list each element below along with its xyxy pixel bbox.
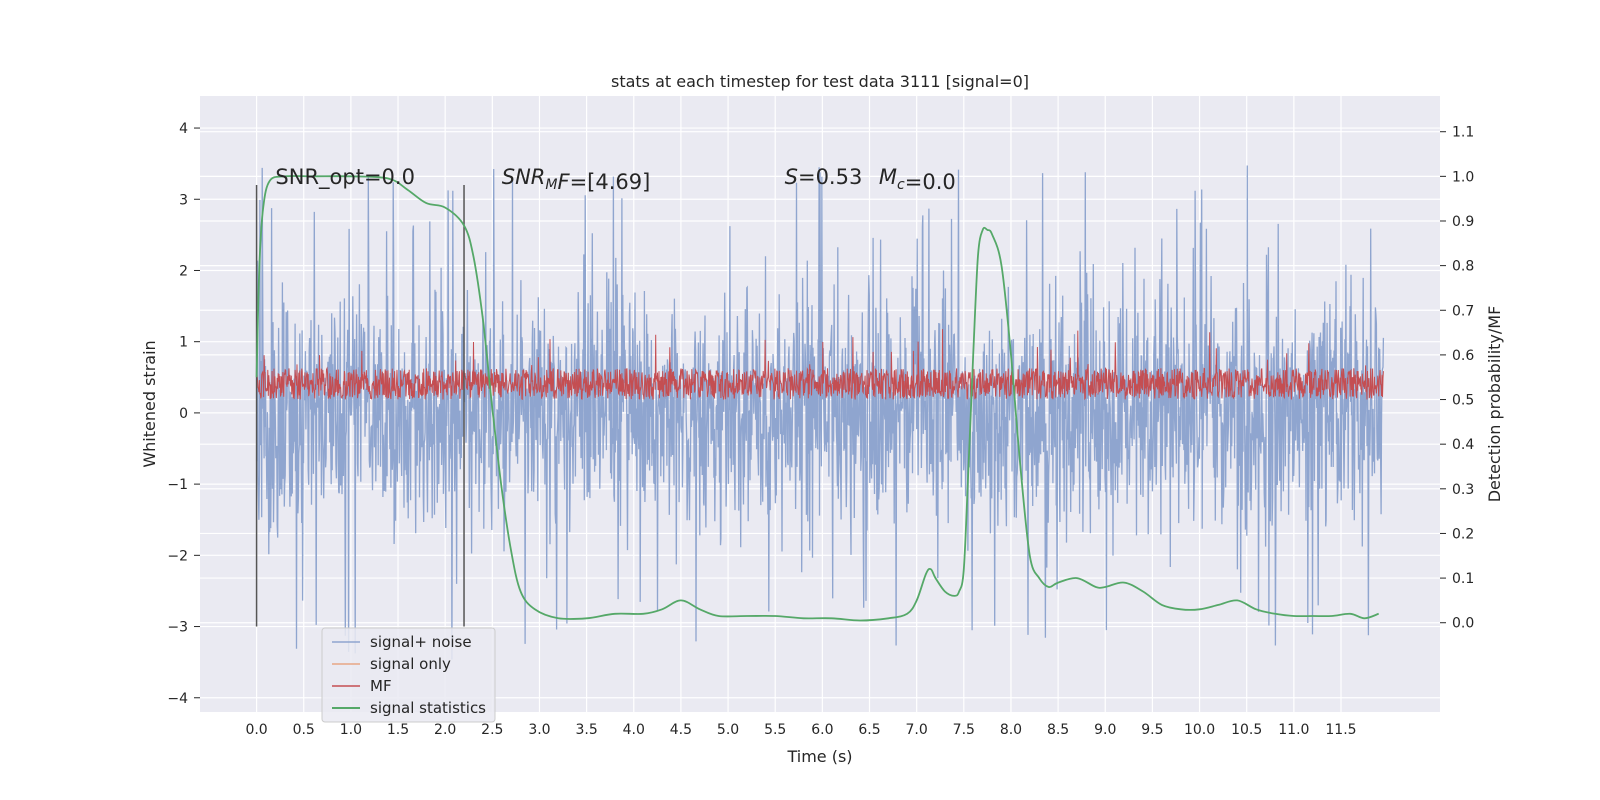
y-tick-label: 0 [179,406,188,422]
y2-tick-label: 0.8 [1452,259,1474,275]
x-tick-label: 9.0 [1094,722,1116,738]
y2-tick-label: 0.2 [1452,526,1474,542]
y2-tick-label: 0.9 [1452,214,1474,230]
y2-tick-label: 0.6 [1452,348,1474,364]
annotation-mc-value: Mc=0.0 [879,165,956,194]
y2-tick-label: 0.3 [1452,482,1474,498]
x-tick-label: 11.0 [1278,722,1309,738]
y2-tick-label: 0.7 [1452,303,1474,319]
x-tick-label: 3.0 [528,722,550,738]
x-tick-label: 1.5 [387,722,409,738]
x-axis-ticks: 0.0 0.5 1.0 1.5 2.0 2.5 3.0 3.5 4.0 4.5 5.0 5.5 6.0 6… [245,722,1356,738]
x-tick-label: 2.5 [481,722,503,738]
y-axis-ticks: −4 −3 −2 −1 0 1 2 3 4 [167,121,200,707]
x-tick-label: 8.0 [1000,722,1022,738]
vertical-markers [255,185,465,627]
x-tick-label: 0.0 [245,722,267,738]
y-tick-label: −3 [167,620,188,636]
series-layer [255,165,1385,660]
series-mf [256,329,1384,401]
y-tick-label: −4 [167,691,188,707]
y2-tick-label: 1.0 [1452,169,1474,185]
y-tick-label: 4 [179,121,188,137]
x-tick-label: 7.0 [906,722,928,738]
x-tick-label: 10.5 [1231,722,1262,738]
legend: signal+ noise signal only MF signal statist… [321,627,496,723]
y2-tick-label: 1.1 [1452,125,1474,141]
series-signal-statistics [255,175,1379,622]
y-tick-label: 2 [179,263,188,279]
y-tick-label: 3 [179,192,188,208]
y2-tick-label: 0.4 [1452,437,1474,453]
x-tick-label: 1.0 [340,722,362,738]
y-axis-label: Whitened strain [140,340,159,467]
legend-label-signal-statistics: signal statistics [370,699,486,717]
y-tick-label: −2 [167,548,188,564]
x-tick-label: 6.0 [811,722,833,738]
annotation-snr-opt: SNR_opt=0.0 [275,165,415,190]
annotation-s-value: S=0.53 [785,165,863,189]
x-tick-label: 0.5 [293,722,315,738]
legend-label-signal-only: signal only [370,655,451,673]
x-tick-label: 5.5 [764,722,786,738]
y-tick-label: −1 [167,477,188,493]
x-tick-label: 9.5 [1141,722,1163,738]
x-tick-label: 6.5 [858,722,880,738]
y2-axis-ticks: 0.0 0.1 0.2 0.3 0.4 0.5 0.6 0.7 0.8 0.9 1.0 1.1 [1440,125,1474,632]
x-tick-label: 2.0 [434,722,456,738]
x-tick-label: 4.5 [670,722,692,738]
x-axis-label: Time (s) [786,747,852,766]
annotations: SNR_opt=0.0 SNRMF=[4.69] S=0.53 Mc=0.0 [275,165,955,194]
legend-label-mf: MF [370,677,392,695]
y2-tick-label: 0.5 [1452,393,1474,409]
y2-tick-label: 0.0 [1452,616,1474,632]
x-tick-label: 4.0 [623,722,645,738]
x-tick-label: 5.0 [717,722,739,738]
x-tick-label: 3.5 [575,722,597,738]
y2-tick-label: 0.1 [1452,571,1474,587]
x-tick-label: 8.5 [1047,722,1069,738]
annotation-snr-mf: SNRMF=[4.69] [502,165,651,194]
chart-title: stats at each timestep for test data 311… [611,72,1029,91]
x-tick-label: 10.0 [1184,722,1215,738]
legend-label-signal-noise: signal+ noise [370,633,472,651]
x-tick-label: 7.5 [953,722,975,738]
x-tick-label: 11.5 [1325,722,1356,738]
y2-axis-label: Detection probability/MF [1485,306,1504,503]
y-tick-label: 1 [179,335,188,351]
legend-box [321,627,496,723]
series-signal-plus-noise [255,165,1385,660]
